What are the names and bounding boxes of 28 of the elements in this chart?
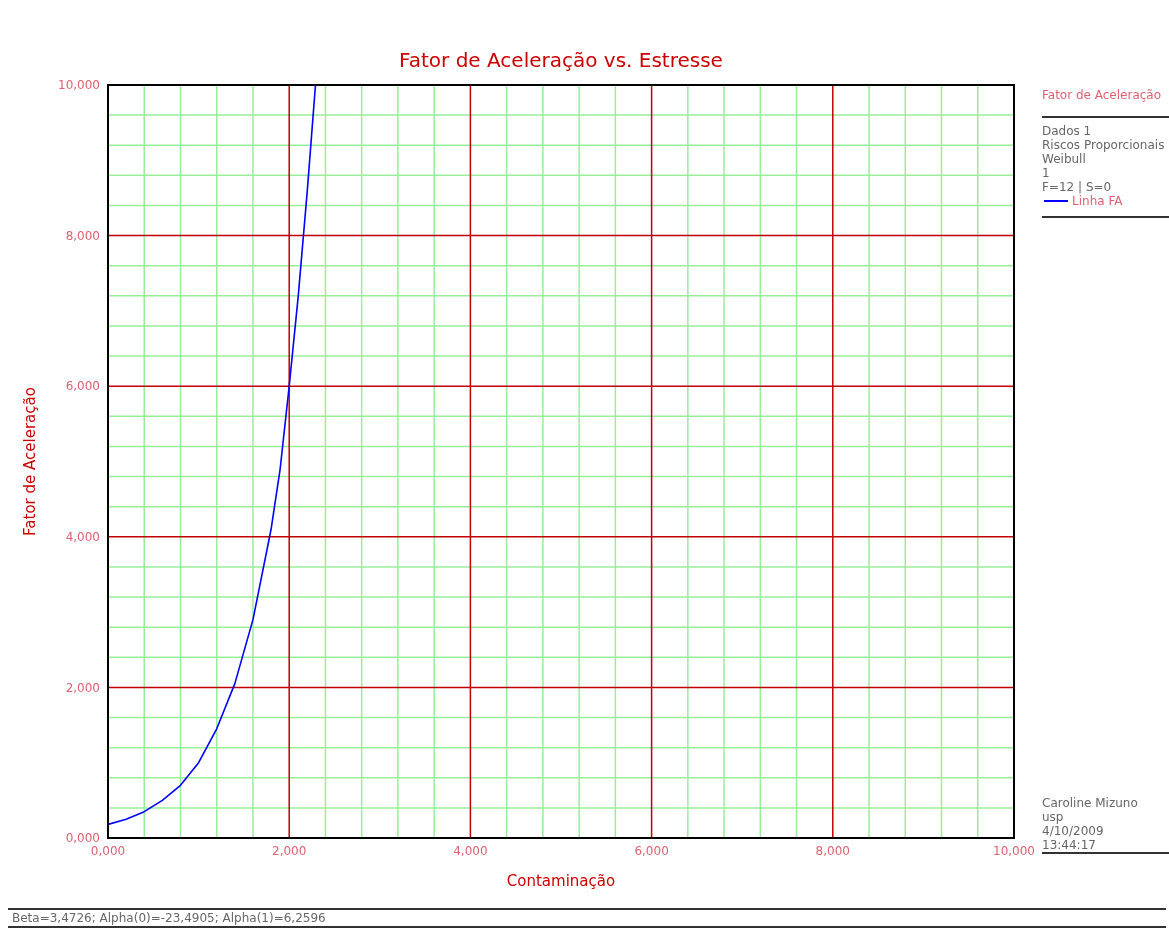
x-tick-label: 10,000 — [993, 843, 1035, 858]
x-tick-label: 6,000 — [634, 843, 669, 858]
text: 4/10/2009 — [1042, 824, 1105, 838]
text: Riscos Proporcionais — [1042, 138, 1166, 152]
x-axis-title: Contaminação — [506, 872, 616, 890]
y-tick-label: 6,000 — [65, 379, 100, 394]
text: usp — [1042, 810, 1065, 824]
text: Dados 1 — [1042, 124, 1093, 138]
text: Beta=3,4726; Alpha(0)=-23,4905; Alpha(1)=6,2596 — [12, 911, 326, 925]
legend-label: Linha FA — [1072, 194, 1123, 208]
text: F=12 | S=0 — [1042, 180, 1113, 194]
y-tick-label: 10,000 — [58, 78, 100, 93]
y-tick-label: 4,000 — [65, 530, 100, 545]
x-tick-label: 8,000 — [815, 843, 850, 858]
line-series — [108, 85, 317, 826]
y-axis-title: Fator de Aceleração — [21, 387, 40, 536]
x-tick-label: 0,000 — [90, 843, 126, 858]
y-tick-label: 2,000 — [65, 680, 100, 695]
legend-title: Fator de Aceleração — [1042, 88, 1163, 102]
text: 1 — [1042, 166, 1051, 180]
text: 13:44:17 — [1042, 838, 1097, 852]
text: Weibull — [1042, 152, 1087, 166]
y-tick-label: 8,000 — [65, 228, 100, 243]
y-tick-label: 0,000 — [65, 831, 100, 846]
text: Caroline Mizuno — [1042, 796, 1139, 810]
x-tick-label: 4,000 — [453, 843, 488, 858]
chart-title: Fator de Aceleração vs. Estresse — [398, 48, 724, 72]
x-tick-label: 2,000 — [272, 843, 307, 858]
